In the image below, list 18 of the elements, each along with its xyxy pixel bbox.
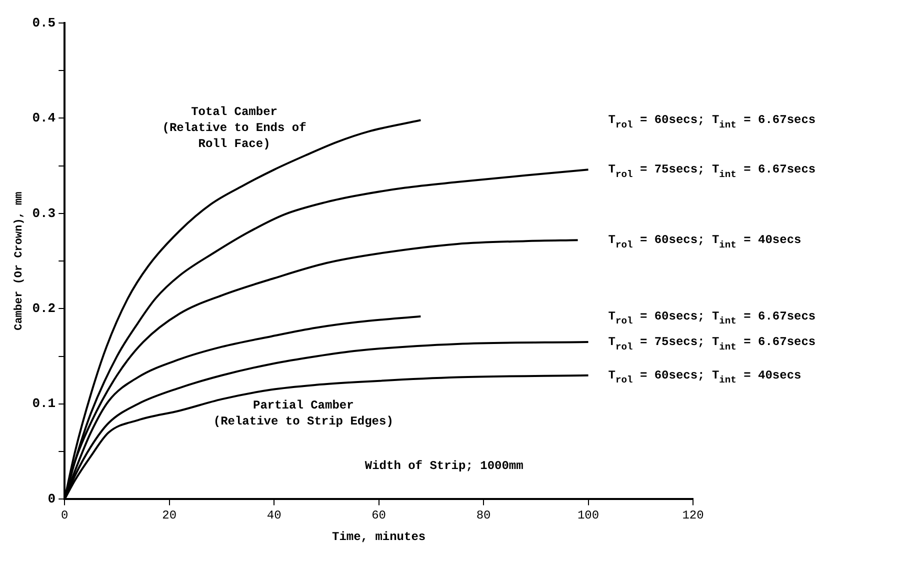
annotation: Total Camber (Relative to Ends of Roll Face) — [162, 104, 306, 151]
x-tick-label: 100 — [577, 508, 600, 523]
y-tick-label: 0 — [48, 491, 56, 506]
y-tick-label: 0.4 — [32, 110, 56, 126]
x-tick-label: 60 — [372, 508, 386, 523]
x-tick-label: 0 — [61, 508, 68, 523]
x-tick-label: 80 — [476, 508, 491, 523]
x-axis-title: Time, minutes — [332, 530, 426, 544]
x-tick-label: 40 — [266, 508, 282, 523]
annotation: Partial Camber (Relative to Strip Edges) — [213, 398, 394, 428]
y-axis-title: Camber (Or Crown), mm — [13, 191, 26, 330]
annotation: Width of Strip; 1000mm — [364, 458, 524, 473]
x-tick-label: 20 — [162, 508, 177, 523]
y-tick-label: 0.1 — [32, 396, 56, 412]
y-tick-label: 0.3 — [32, 206, 56, 221]
y-tick-label: 0.2 — [32, 301, 56, 316]
y-tick-label: 0.5 — [32, 15, 56, 30]
x-tick-label: 120 — [682, 508, 704, 523]
